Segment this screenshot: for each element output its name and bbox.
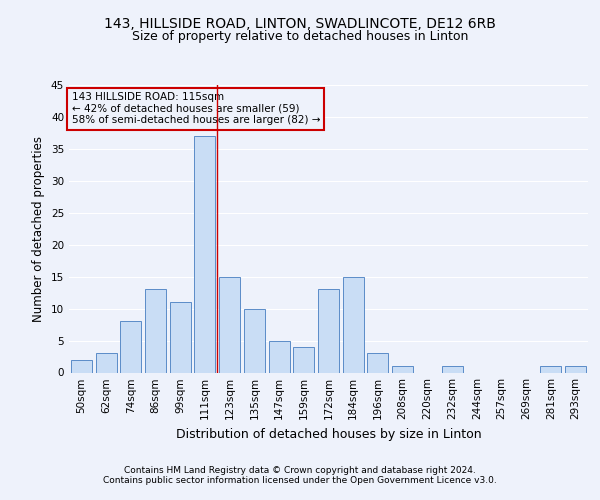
Text: Contains public sector information licensed under the Open Government Licence v3: Contains public sector information licen…: [103, 476, 497, 485]
X-axis label: Distribution of detached houses by size in Linton: Distribution of detached houses by size …: [176, 428, 481, 441]
Bar: [541, 366, 562, 372]
Bar: [170, 302, 191, 372]
Bar: [269, 340, 290, 372]
Bar: [244, 308, 265, 372]
Text: Contains HM Land Registry data © Crown copyright and database right 2024.: Contains HM Land Registry data © Crown c…: [124, 466, 476, 475]
Bar: [343, 276, 364, 372]
Bar: [194, 136, 215, 372]
Bar: [95, 354, 116, 372]
Text: Size of property relative to detached houses in Linton: Size of property relative to detached ho…: [132, 30, 468, 43]
Bar: [71, 360, 92, 372]
Bar: [392, 366, 413, 372]
Bar: [145, 290, 166, 372]
Bar: [293, 347, 314, 372]
Text: 143 HILLSIDE ROAD: 115sqm
← 42% of detached houses are smaller (59)
58% of semi-: 143 HILLSIDE ROAD: 115sqm ← 42% of detac…: [71, 92, 320, 126]
Bar: [120, 322, 141, 372]
Bar: [565, 366, 586, 372]
Y-axis label: Number of detached properties: Number of detached properties: [32, 136, 46, 322]
Bar: [442, 366, 463, 372]
Bar: [219, 276, 240, 372]
Bar: [318, 290, 339, 372]
Bar: [367, 354, 388, 372]
Text: 143, HILLSIDE ROAD, LINTON, SWADLINCOTE, DE12 6RB: 143, HILLSIDE ROAD, LINTON, SWADLINCOTE,…: [104, 18, 496, 32]
